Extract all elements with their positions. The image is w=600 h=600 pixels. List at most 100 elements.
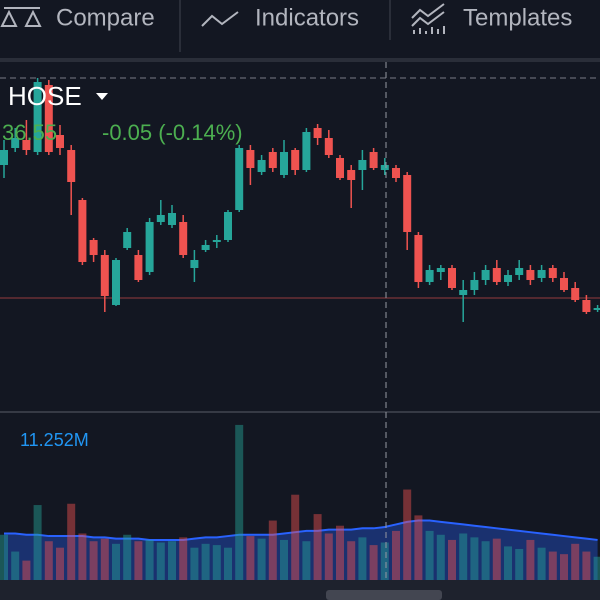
- volume-bar: [156, 542, 165, 580]
- price-change: -0.05 (-0.14%): [102, 120, 243, 145]
- volume-bar: [571, 543, 580, 580]
- volume-bar: [246, 536, 255, 580]
- candle-body: [78, 200, 87, 262]
- candle-body: [414, 235, 423, 282]
- volume-bar: [123, 534, 132, 580]
- volume-bar: [89, 541, 98, 580]
- volume-bar: [358, 537, 367, 580]
- candle-body: [560, 278, 568, 290]
- candle-body: [179, 222, 188, 255]
- volume-bar: [593, 556, 600, 580]
- symbol[interactable]: HOSE: [8, 81, 82, 111]
- candle-body: [492, 268, 501, 282]
- volume-bar: [190, 547, 199, 580]
- symbol-dropdown[interactable]: [96, 93, 108, 100]
- volume-bar: [44, 541, 53, 580]
- toolbar-bg: [0, 0, 600, 58]
- candle-body: [168, 213, 176, 225]
- volume-bar: [369, 545, 378, 580]
- volume-bar: [380, 542, 389, 580]
- volume-bar: [436, 534, 445, 580]
- candle-body: [44, 85, 53, 152]
- candle-body: [67, 150, 76, 182]
- volume-bar: [336, 525, 344, 580]
- indicators-icon[interactable]: [201, 11, 239, 27]
- volume-bar: [403, 489, 412, 580]
- candle-body: [425, 270, 434, 282]
- candle-body: [145, 222, 154, 272]
- candle-body: [526, 270, 535, 280]
- candle-body: [224, 212, 232, 240]
- scrollbar-thumb[interactable]: [326, 590, 442, 600]
- scrollbar-track: [0, 580, 600, 600]
- templates-icon[interactable]: [411, 3, 445, 34]
- candle-body: [358, 160, 367, 170]
- volume-bar: [548, 551, 557, 580]
- volume-bar: [22, 560, 31, 580]
- candle-body: [212, 240, 221, 242]
- volume-bar: [448, 539, 456, 580]
- volume-bar: [179, 537, 188, 580]
- candle-body: [156, 215, 165, 222]
- volume-bar: [0, 534, 8, 580]
- indicators-button[interactable]: Indicators: [255, 4, 359, 31]
- candle-body: [392, 168, 400, 178]
- candle-body: [537, 270, 546, 278]
- candle-body: [336, 158, 344, 178]
- candle-body: [515, 268, 524, 275]
- volume-pane: [0, 424, 600, 580]
- volume-bar: [201, 543, 210, 580]
- candle-body: [593, 308, 600, 310]
- volume-bar: [291, 494, 300, 580]
- volume-bar: [56, 547, 64, 580]
- volume-bar: [302, 541, 311, 580]
- volume-bar: [537, 547, 546, 580]
- volume-bar: [324, 533, 333, 580]
- volume-bar: [112, 543, 120, 580]
- candle-body: [313, 128, 322, 138]
- toolbar: Compare Indicators Templates: [0, 0, 600, 62]
- volume-bar: [515, 548, 524, 580]
- volume-bar: [459, 533, 468, 580]
- volume-bar: [526, 539, 535, 580]
- candle-body: [302, 132, 311, 170]
- volume-bar: [224, 547, 232, 580]
- candle-body: [504, 275, 512, 282]
- volume-bar: [268, 520, 277, 580]
- volume-bar: [560, 554, 568, 580]
- candle-body: [291, 150, 300, 170]
- volume-bar: [33, 505, 42, 580]
- compare-button[interactable]: Compare: [56, 4, 155, 31]
- candle-body: [324, 138, 333, 155]
- volume-ma-area: [4, 520, 598, 580]
- volume-bar: [313, 514, 322, 580]
- candle-body: [280, 152, 288, 175]
- candle-body: [448, 268, 456, 288]
- candle-body: [459, 290, 468, 295]
- volume-bar: [582, 551, 591, 580]
- candle-body: [481, 270, 490, 280]
- candle-body: [257, 160, 266, 172]
- volume-bar: [392, 530, 400, 580]
- candle-body: [436, 268, 445, 272]
- compare-icon[interactable]: [0, 7, 42, 27]
- candle-body: [268, 152, 277, 168]
- candle-body: [56, 135, 64, 148]
- candle-body: [582, 300, 591, 312]
- candle-body: [22, 140, 31, 150]
- volume-ma-line: [4, 519, 598, 541]
- candle-body: [403, 175, 412, 232]
- templates-button[interactable]: Templates: [463, 4, 572, 31]
- candle-body: [470, 280, 479, 290]
- last-price: 36.55: [2, 120, 57, 145]
- volume-bar: [425, 530, 434, 580]
- candle-body: [380, 165, 389, 170]
- candle-body: [33, 82, 42, 152]
- candle-body: [548, 268, 557, 278]
- volume-bar: [145, 539, 154, 580]
- candle-body: [123, 232, 132, 248]
- volume-bar: [280, 539, 288, 580]
- volume-bar: [257, 538, 266, 580]
- candle-body: [571, 288, 580, 300]
